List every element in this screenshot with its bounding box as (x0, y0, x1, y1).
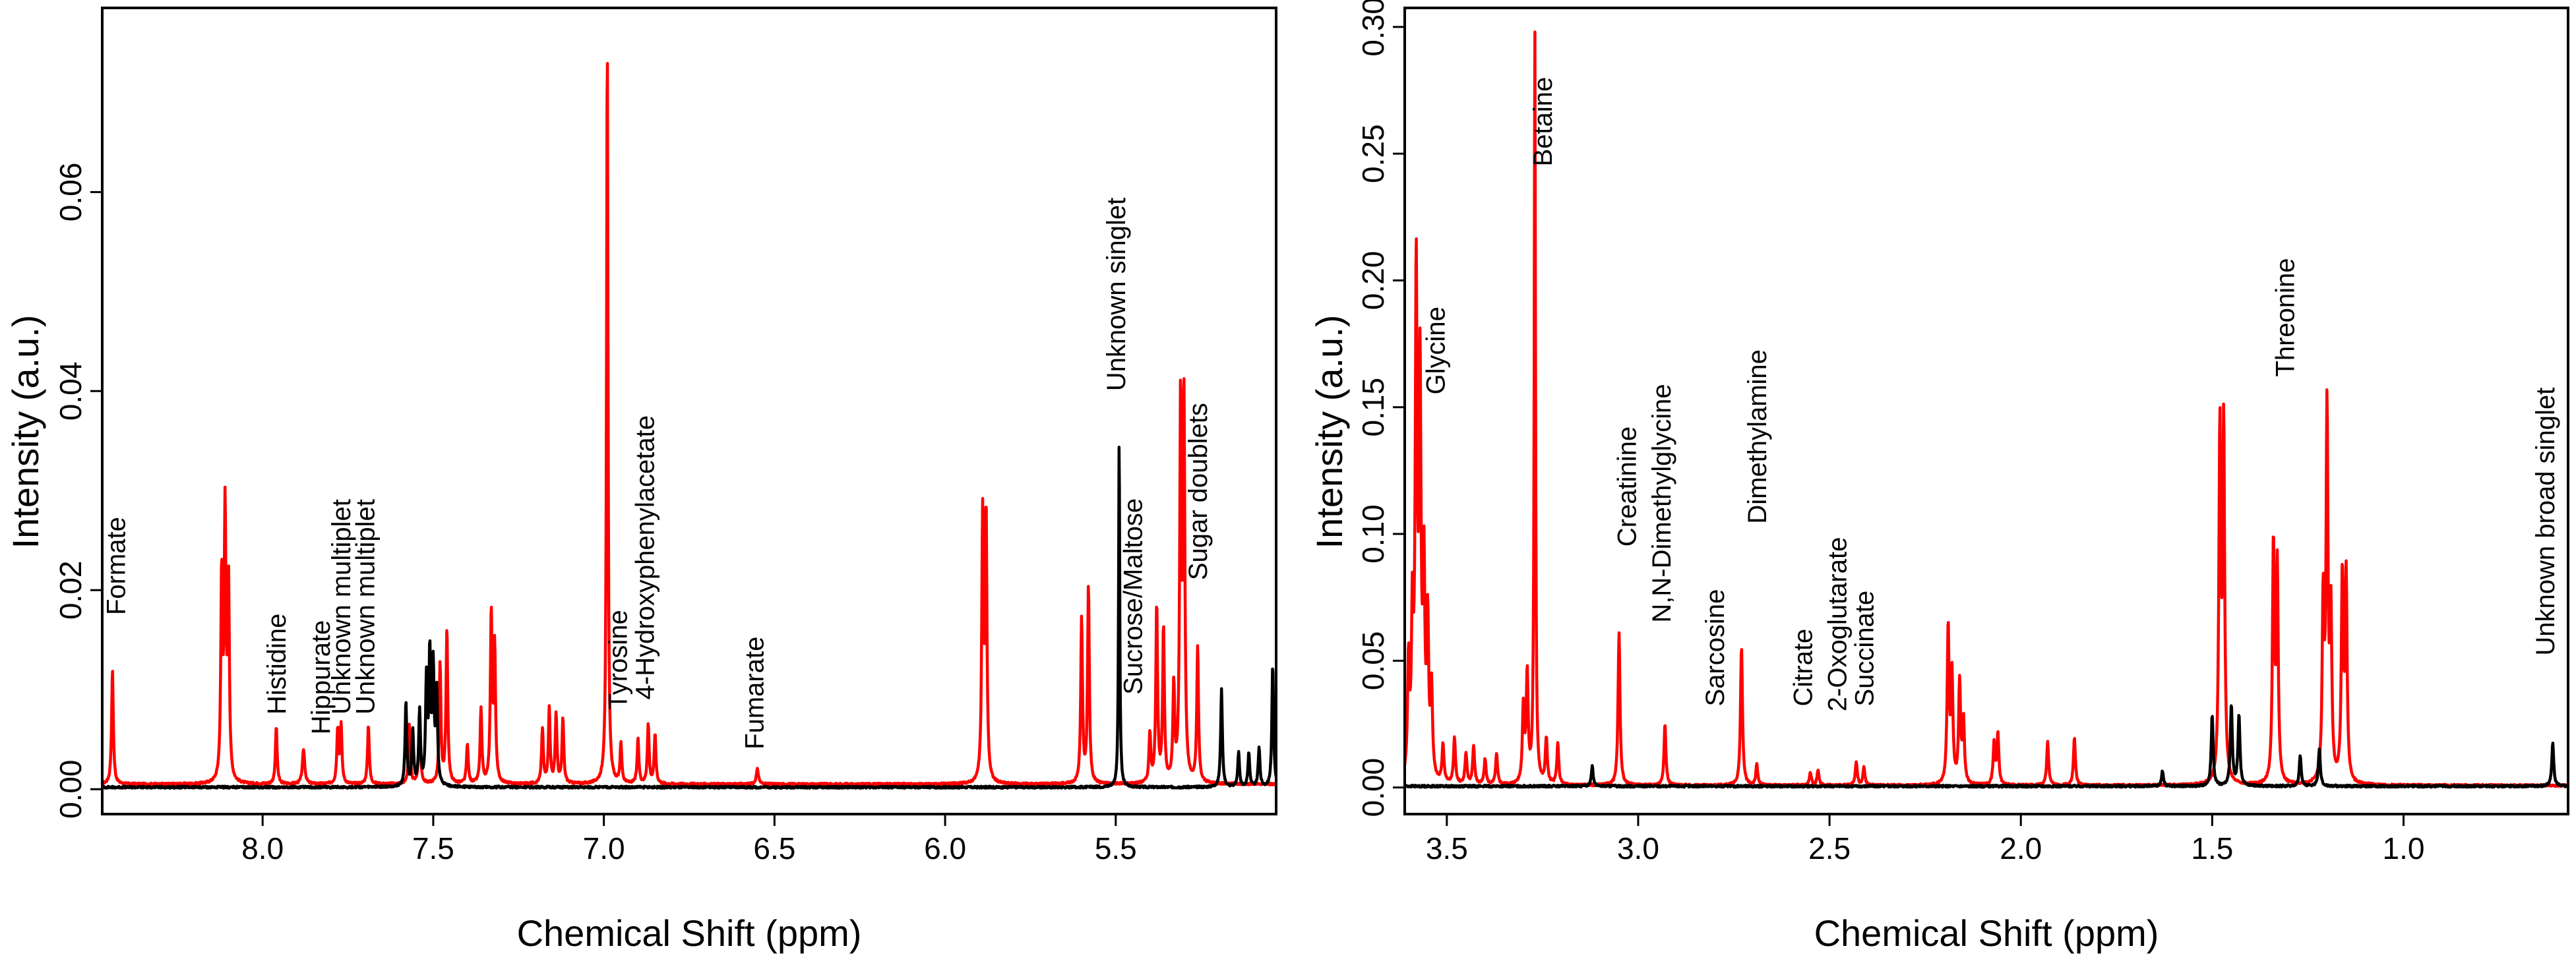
spectrum-red (1403, 30, 2570, 788)
y-tick-label: 0.04 (53, 362, 88, 421)
y-tick-label: 0.00 (53, 759, 88, 819)
plot-frame (101, 7, 1277, 815)
x-tick-label: 8.0 (241, 831, 284, 866)
peak-annotation: Creatinine (1613, 426, 1642, 546)
y-axis-title: Intensity (a.u.) (1308, 315, 1350, 549)
y-tick-label: 0.06 (53, 163, 88, 222)
chart-panel-left: Intensity (a.u.) Chemical Shift (ppm) 0.… (5, 7, 1278, 954)
peak-annotation: Unknown multiplet (327, 499, 356, 715)
x-tick-label: 7.0 (583, 831, 625, 866)
peak-annotation: Tyrosine (603, 610, 632, 709)
peak-annotation: Glycine (1421, 307, 1450, 394)
x-axis-title: Chemical Shift (ppm) (517, 912, 862, 954)
x-tick-label: 7.5 (412, 831, 454, 866)
x-tick-label: 6.0 (924, 831, 966, 866)
peak-annotation: Formate (102, 517, 131, 615)
peak-annotation: Dimethylamine (1743, 349, 1772, 524)
spectrum-red (101, 61, 1278, 787)
y-tick-label: 0.25 (1356, 124, 1390, 183)
peak-annotation: Sucrose/Maltose (1119, 498, 1148, 695)
y-tick-label: 0.30 (1356, 0, 1390, 57)
peak-annotation: Sugar doublets (1184, 403, 1213, 580)
x-tick-label: 1.5 (2191, 831, 2233, 866)
x-axis-title: Chemical Shift (ppm) (1814, 912, 2159, 954)
x-tick-label: 3.0 (1617, 831, 1659, 866)
x-tick-label: 6.5 (753, 831, 795, 866)
peak-annotation: N,N-Dimethylglycine (1647, 384, 1676, 622)
peak-annotation: Histidine (262, 614, 291, 715)
chart-panel-right: Intensity (a.u.) Chemical Shift (ppm) 0.… (1308, 0, 2570, 954)
peak-annotation: Unknown multiplet (351, 499, 380, 715)
peak-annotation: Hippurate (307, 620, 336, 734)
x-tick-label: 1.0 (2383, 831, 2425, 866)
y-tick-label: 0.15 (1356, 378, 1390, 437)
spectrum-black (1403, 704, 2569, 789)
y-tick-label: 0.20 (1356, 251, 1390, 310)
peak-annotation: Unknown singlet (1102, 198, 1131, 392)
peak-annotation: Threonine (2271, 258, 2300, 376)
peak-annotation: Citrate (1789, 629, 1818, 707)
x-tick-label: 5.5 (1095, 831, 1137, 866)
y-axis-title: Intensity (a.u.) (5, 315, 46, 549)
x-tick-label: 3.5 (1426, 831, 1468, 866)
plot-frame (1403, 7, 2569, 815)
peak-annotation: Fumarate (740, 637, 769, 749)
x-tick-label: 2.5 (1808, 831, 1851, 866)
peak-annotation: Sarcosine (1701, 589, 1730, 707)
x-tick-label: 2.0 (2000, 831, 2042, 866)
peak-annotation: 4-Hydroxyphenylacetate (631, 415, 660, 699)
peak-annotation: Unknown broad singlet (2531, 388, 2560, 656)
spectrum-black (100, 446, 1278, 790)
peak-annotation: Betaine (1529, 77, 1558, 167)
y-tick-label: 0.05 (1356, 631, 1390, 691)
y-tick-label: 0.10 (1356, 504, 1390, 564)
y-tick-label: 0.00 (1356, 758, 1390, 817)
y-tick-label: 0.02 (53, 561, 88, 620)
peak-annotation: Succinate (1850, 591, 1879, 707)
peak-annotation: 2-Oxoglutarate (1824, 537, 1853, 712)
